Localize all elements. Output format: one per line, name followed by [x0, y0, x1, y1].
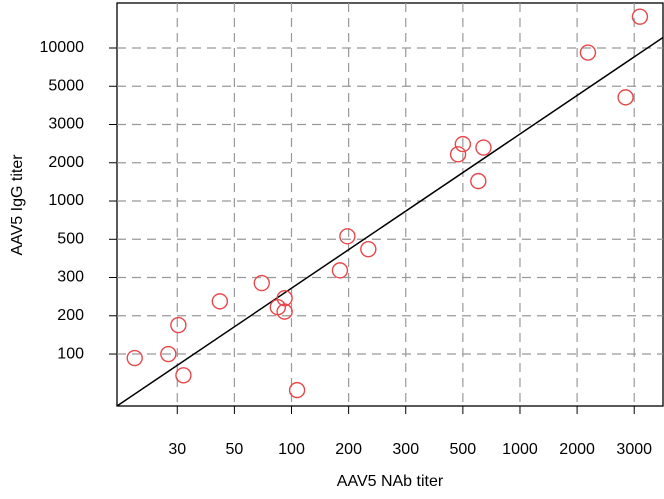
point [631, 8, 649, 25]
point [253, 274, 270, 292]
point [276, 289, 293, 307]
y-tick-label: 10000 [40, 39, 85, 56]
x-tick-label: 1000 [502, 441, 538, 458]
x-tick-label: 3000 [616, 441, 652, 458]
point [276, 303, 293, 320]
point [475, 139, 492, 156]
y-tick-label: 100 [57, 345, 84, 362]
point [126, 349, 143, 367]
y-tick-label: 5000 [48, 77, 84, 94]
point [170, 316, 187, 334]
fit-line [116, 36, 664, 407]
point [454, 135, 472, 153]
x-tick-label: 30 [168, 441, 186, 458]
point [175, 367, 192, 384]
point [339, 228, 356, 245]
y-tick-label: 2000 [48, 154, 84, 171]
point [288, 381, 306, 399]
x-tick-label: 200 [335, 441, 362, 458]
x-axis-title: AAV5 NAb titer [337, 473, 444, 490]
x-tick-label: 300 [392, 441, 419, 458]
y-tick-label: 500 [57, 230, 84, 247]
x-tick-label: 50 [225, 441, 243, 458]
y-tick-label: 200 [57, 307, 84, 324]
y-tick-label: 1000 [48, 192, 84, 209]
x-tick-label: 100 [278, 441, 305, 458]
point [360, 240, 377, 258]
y-tick-label: 3000 [48, 116, 84, 133]
y-tick-label: 300 [57, 269, 84, 286]
point [579, 44, 597, 61]
point [160, 345, 177, 363]
point [331, 262, 349, 279]
x-tick-label: 2000 [559, 441, 595, 458]
plot-frame [116, 2, 664, 407]
x-tick-label: 500 [450, 441, 477, 458]
point [211, 293, 229, 310]
point [449, 146, 467, 163]
point [470, 172, 487, 190]
y-axis-title: AAV5 IgG titer [9, 154, 26, 256]
point [617, 89, 634, 106]
